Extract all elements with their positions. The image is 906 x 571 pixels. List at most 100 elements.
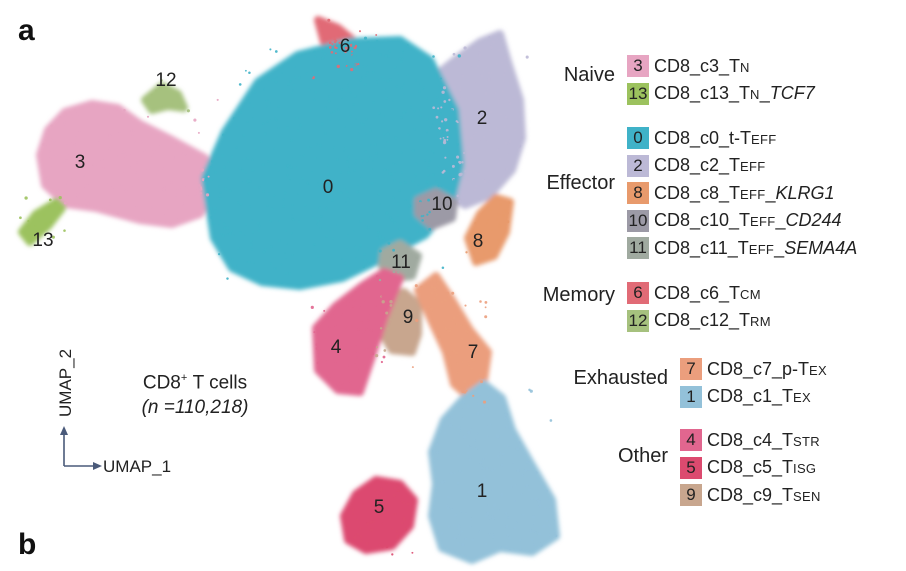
cluster-0-cell-point	[329, 111, 333, 114]
cluster-0-cell-point	[340, 87, 344, 91]
cluster-3-cell-point	[113, 107, 117, 112]
cluster-7-cell-point	[460, 337, 464, 341]
cluster-7-cell-point	[467, 360, 470, 363]
cluster-3-cell-point	[148, 145, 152, 149]
cluster-0-cell-point	[324, 208, 328, 212]
cluster-label-13: 13	[32, 230, 53, 251]
cluster-0-cell-point	[366, 65, 369, 68]
cluster-0-cell-point	[446, 131, 449, 134]
cluster-0-cell-point	[363, 82, 368, 87]
cluster-0-cell-point	[429, 158, 433, 162]
cluster-7-cell-point	[461, 360, 464, 364]
cluster-2-cell-point	[497, 162, 500, 166]
cluster-8-cell-point	[506, 211, 509, 215]
cluster-1-cell-point	[466, 405, 470, 409]
cluster-1-cell-point	[521, 513, 525, 517]
cluster-1-cell-point	[450, 508, 453, 511]
cluster-0-cell-point	[381, 75, 385, 79]
cluster-2-cell-point	[474, 150, 477, 153]
cluster-2-cell-point	[437, 107, 440, 110]
cluster-0-cell-point	[386, 140, 390, 144]
cluster-8-cell-point	[481, 244, 484, 247]
cluster-3-cell-point	[86, 117, 89, 120]
cluster-0-cell-point	[425, 117, 429, 121]
cluster-9-cell-point	[396, 311, 400, 315]
cluster-1-cell-point	[456, 454, 460, 458]
cluster-2-cell-point	[487, 71, 491, 75]
cluster-4-cell-point	[348, 307, 351, 310]
cluster-3-cell-point	[72, 173, 76, 177]
cluster-0-cell-point	[348, 165, 351, 168]
cluster-3-cell-point	[136, 161, 139, 164]
cluster-7-cell-point	[440, 300, 444, 304]
cluster-1-cell-point	[443, 431, 447, 435]
cluster-0-cell-point	[267, 192, 271, 195]
cluster-0-cell-point	[426, 97, 429, 100]
cluster-5-cell-point	[395, 535, 399, 539]
cluster-0-cell-point	[251, 104, 255, 108]
cluster-4-cell-point	[371, 352, 375, 356]
cluster-12-cell-point	[159, 91, 162, 94]
cluster-8-cell-point	[506, 220, 510, 224]
cluster-2-cell-point	[499, 64, 502, 67]
cluster-0-cell-point	[386, 79, 390, 83]
cluster-0-cell-point	[431, 149, 435, 153]
cluster-0-cell-point	[249, 239, 253, 243]
cluster-3-cell-point	[114, 146, 117, 149]
cluster-3-cell-point	[123, 109, 126, 112]
cluster-1-cell-point	[554, 534, 558, 538]
cluster-0-cell-point	[258, 224, 261, 228]
cluster-2-cell-point	[494, 91, 497, 95]
cluster-2-cell-point	[482, 69, 485, 72]
cluster-2-cell-point	[480, 74, 484, 78]
cluster-1-cell-point	[486, 511, 490, 516]
cluster-4-cell-point	[330, 344, 333, 347]
cluster-4-cell-point	[348, 379, 352, 383]
cluster-5-cell-point	[356, 518, 359, 521]
cluster-3-cell-point	[195, 159, 198, 162]
cluster-3-cell-point	[137, 217, 140, 220]
cluster-0-cell-point	[264, 99, 268, 103]
cluster-3-cell-point	[156, 143, 160, 147]
cluster-5-cell-point	[353, 535, 357, 540]
cluster-5-cell-point	[385, 482, 389, 486]
cluster-2-cell-point	[435, 115, 439, 119]
cluster-3-cell-point	[72, 148, 76, 152]
cluster-0-cell-point	[285, 126, 290, 130]
cluster-8-cell-point	[481, 236, 485, 240]
cluster-1-cell-point	[493, 467, 497, 471]
cluster-0-cell-point	[298, 155, 301, 158]
cluster-13-cell-point	[58, 195, 62, 200]
cluster-0-cell-point	[246, 261, 249, 264]
cluster-11-cell-point	[395, 260, 398, 263]
cluster-0-cell-point	[241, 168, 245, 173]
cluster-4-cell-point	[322, 336, 326, 340]
cluster-0-cell-point	[426, 180, 430, 184]
cluster-0-cell-point	[370, 167, 373, 171]
cluster-0-cell-point	[297, 192, 300, 195]
cluster-4-cell-point	[318, 341, 321, 344]
cluster-4-cell-point	[315, 346, 319, 351]
cluster-2-cell-point	[441, 120, 444, 123]
cluster-0-cell-point	[212, 221, 216, 226]
cluster-12-cell-point	[153, 102, 157, 105]
cluster-0-cell-point	[426, 150, 429, 153]
cluster-7-cell-point	[432, 278, 437, 282]
cluster-12-cell-point	[186, 109, 190, 113]
cluster-2-cell-point	[497, 102, 501, 105]
cluster-7-cell-point	[427, 305, 431, 309]
cluster-label-0: 0	[323, 177, 334, 198]
cluster-12-cell-point	[160, 105, 163, 108]
cluster-0-cell-point	[213, 206, 217, 210]
cluster-9-cell-point	[405, 311, 409, 314]
cluster-2-cell-point	[498, 157, 502, 161]
cluster-0-cell-point	[400, 116, 403, 119]
cluster-10-cell-point	[435, 204, 440, 208]
cluster-7-cell-point	[455, 322, 459, 326]
cluster-2-cell-point	[463, 115, 467, 119]
cluster-1-cell-point	[508, 547, 512, 551]
cluster-0-cell-point	[445, 124, 449, 128]
cluster-0-cell-point	[420, 215, 423, 218]
cluster-0-cell-point	[329, 277, 332, 280]
cluster-5-cell-point	[394, 512, 397, 515]
